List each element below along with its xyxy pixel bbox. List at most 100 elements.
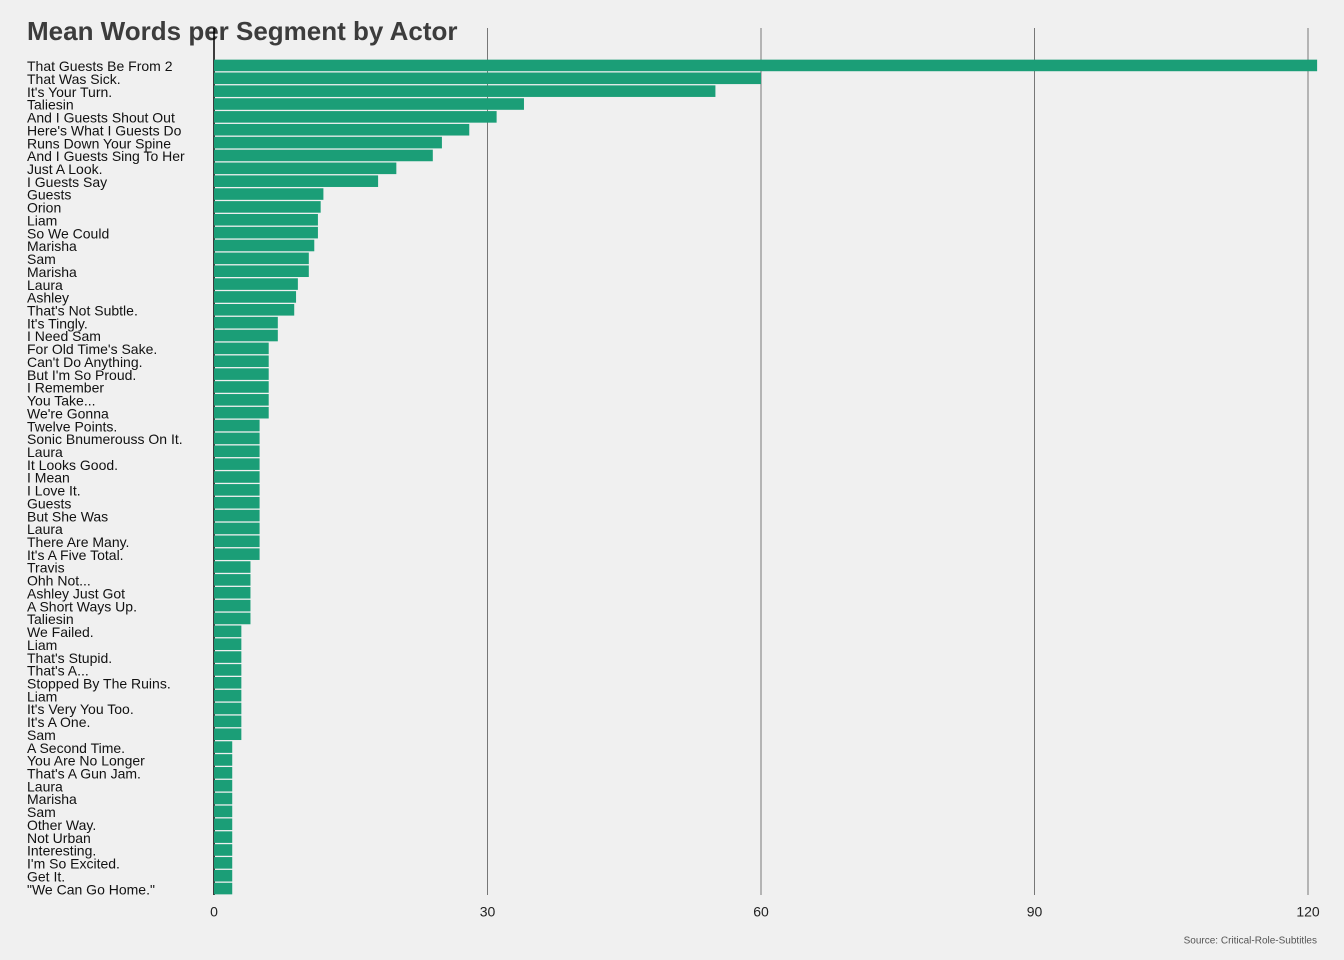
y-tick-label: Just A Look. [27,161,103,177]
source: Source: Critical-Role-Subtitles [1184,936,1317,947]
bar [214,574,251,586]
bar [214,123,470,136]
y-tick-label: We're Gonna [27,405,109,421]
bar [214,98,524,110]
y-tick-label: We Failed. [27,624,94,640]
y-tick-label: Other Way. [27,817,96,833]
y-tick-label: Ashley [27,290,69,306]
y-tick-label: And I Guests Shout Out [27,110,175,126]
y-tick-label: A Short Ways Up. [27,598,137,614]
bar [214,149,433,162]
bar [214,844,233,856]
bar [214,702,242,715]
y-tick-label: It Looks Good. [27,457,118,473]
x-tick-label: 120 [1296,904,1320,920]
bar [214,239,315,252]
bar [214,162,397,175]
bar [214,638,242,650]
y-tick-label: But She Was [27,508,108,524]
bar [214,188,324,200]
bar [214,689,242,702]
y-tick-label: Guests [27,495,71,511]
x-tick-label: 90 [1027,904,1043,920]
bar [214,586,251,599]
bar [214,831,233,843]
y-tick-label: Marisha [27,791,77,807]
bar [214,381,269,393]
y-tick-label: Can't Do Anything. [27,354,143,370]
y-tick-label: Marisha [27,264,77,280]
bar [214,278,298,290]
y-tick-label: Here's What I Guests Do [27,122,182,138]
y-tick-label: That's Not Subtle. [27,303,138,319]
y-tick-label: So We Could [27,225,109,241]
bar [214,818,233,831]
bar [214,329,278,342]
y-tick-label: Get It. [27,868,65,884]
y-tick-label: Orion [27,200,61,216]
bar [214,213,318,226]
y-tick-label: A Second Time. [27,740,125,756]
bar [214,419,260,432]
y-tick-label: Interesting. [27,843,96,859]
y-tick-label: Taliesin [27,97,74,113]
bar [214,432,260,445]
bar [214,406,269,419]
y-tick-label: That's A Gun Jam. [27,766,141,782]
bar [214,304,295,316]
bar [214,625,242,638]
y-tick-label: "We Can Go Home." [27,881,155,897]
y-tick-label: There Are Many. [27,534,129,550]
y-tick-label: That Guests Be From 2 [27,58,173,74]
bar [214,767,233,779]
y-tick-label: Laura [27,521,63,537]
bar [214,805,233,818]
bar [214,548,260,560]
y-tick-label: I Guests Say [27,174,107,190]
y-tick-label: Laura [27,778,63,794]
y-tick-label: Ashley Just Got [27,585,125,601]
bar [214,612,251,625]
bar [214,59,1318,72]
y-tick-label: Taliesin [27,611,74,627]
y-tick-label: I Mean [27,470,70,486]
bar [214,201,321,213]
y-tick-label: It's Very You Too. [27,701,134,717]
y-tick-label: For Old Time's Sake. [27,341,157,357]
bar [214,175,379,187]
y-tick-label: Marisha [27,238,77,254]
bar [214,535,260,548]
y-tick-label: Ohh Not... [27,573,91,589]
bar [214,561,251,573]
y-tick-label: I Love It. [27,483,81,499]
y-tick-label: Laura [27,277,63,293]
bar [214,252,309,265]
bar [214,355,269,368]
y-tick-label: And I Guests Sing To Her [27,148,185,164]
y-tick-label: Liam [27,688,57,704]
bar [214,715,242,728]
y-tick-label: Guests [27,187,71,203]
x-tick-label: 60 [753,904,769,920]
bar [214,857,233,869]
y-tick-label: It's Your Turn. [27,84,112,100]
y-tick-label: That Was Sick. [27,71,121,87]
bar [214,368,269,380]
bar [214,471,260,483]
y-tick-label: You Are No Longer [27,753,145,769]
bar [214,869,233,882]
bar [214,316,278,329]
y-tick-label: You Take... [27,393,96,409]
y-tick-label: Not Urban [27,830,91,846]
bar [214,291,297,303]
y-tick-label: I'm So Excited. [27,856,120,872]
bar [214,754,233,766]
y-tick-label: Travis [27,560,65,576]
y-tick-label: I Need Sam [27,328,101,344]
y-tick-label: It's A Five Total. [27,547,124,563]
y-tick-label: Sonic Bnumerouss On It. [27,431,183,447]
bar [214,458,260,470]
bar [214,522,260,535]
bar [214,728,242,741]
